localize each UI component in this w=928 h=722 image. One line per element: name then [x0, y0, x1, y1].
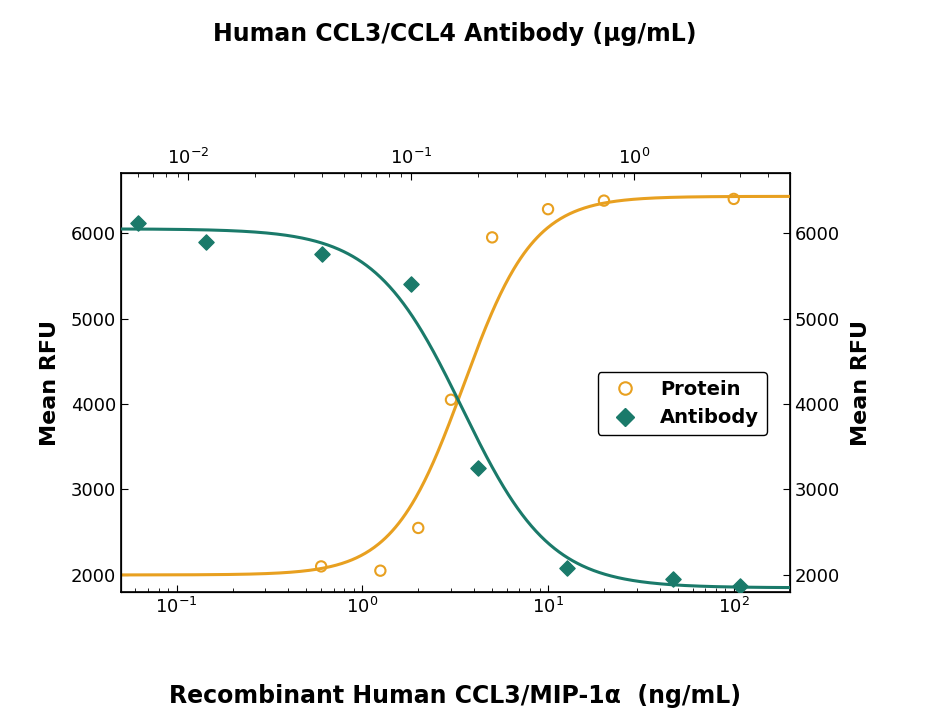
- Point: [665, 573, 680, 585]
- Point: [314, 560, 329, 572]
- Point: [403, 279, 418, 290]
- Y-axis label: Mean RFU: Mean RFU: [40, 320, 59, 445]
- Y-axis label: Mean RFU: Mean RFU: [850, 320, 870, 445]
- Point: [443, 394, 458, 406]
- Point: [732, 580, 747, 592]
- Point: [131, 217, 146, 229]
- Point: [372, 565, 387, 576]
- Point: [596, 195, 611, 206]
- Point: [198, 236, 213, 248]
- Point: [726, 193, 741, 205]
- Point: [410, 522, 425, 534]
- Point: [559, 562, 574, 574]
- Text: Recombinant Human CCL3/MIP-1α  (ng/mL): Recombinant Human CCL3/MIP-1α (ng/mL): [169, 684, 741, 708]
- Text: Human CCL3/CCL4 Antibody (μg/mL): Human CCL3/CCL4 Antibody (μg/mL): [213, 22, 696, 45]
- Point: [484, 232, 499, 243]
- Point: [315, 248, 329, 260]
- Point: [470, 462, 484, 474]
- Point: [540, 204, 555, 215]
- Legend: Protein, Antibody: Protein, Antibody: [597, 372, 766, 435]
